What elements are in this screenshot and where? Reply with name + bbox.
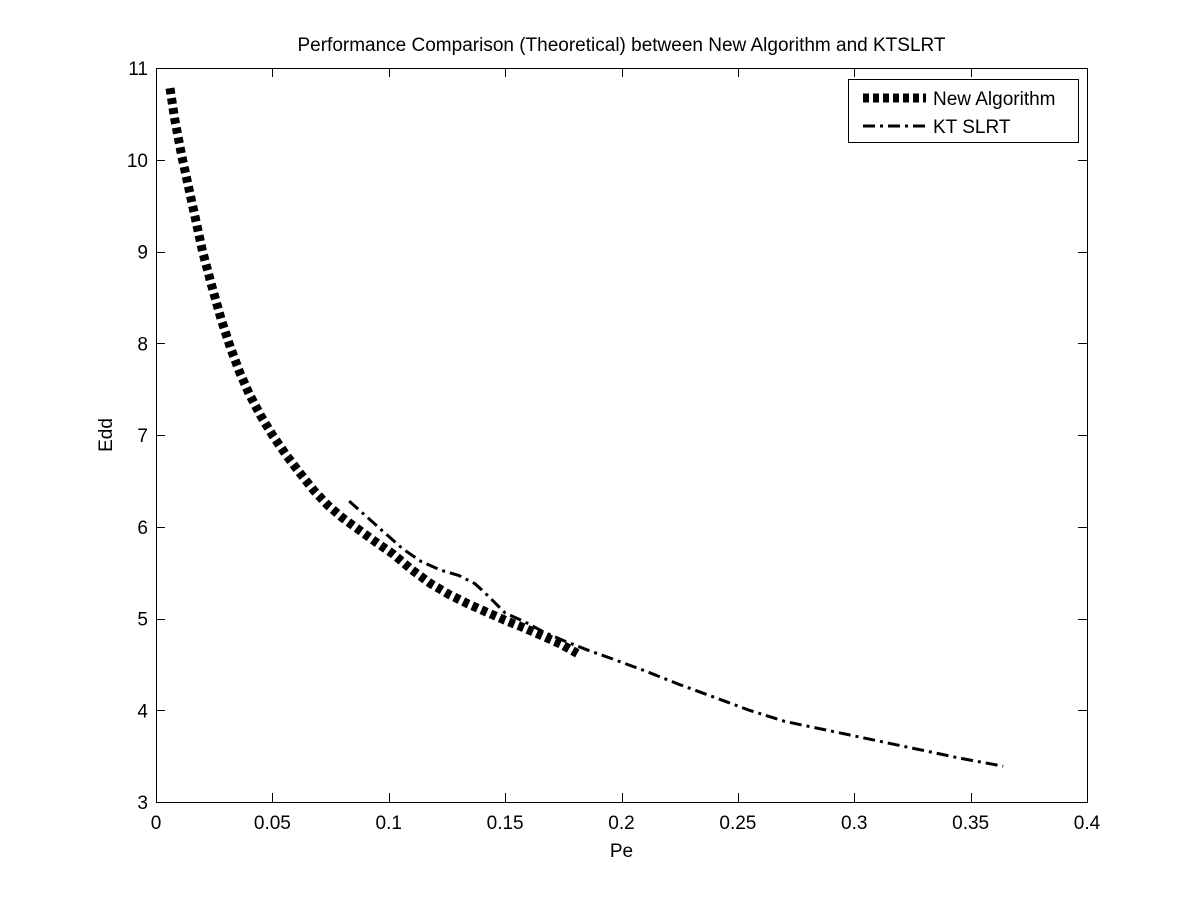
series-line-new-algorithm	[165, 87, 580, 658]
x-tick-label: 0.4	[1074, 813, 1101, 834]
tick-labels: 0 0.05 0.1 0.15 0.2 0.25 0.3 0.35 0.4 3 4 5 6 7 8 9 10 11	[127, 59, 1101, 834]
y-tick-label: 11	[128, 59, 148, 80]
legend-box	[848, 79, 1079, 143]
y-tick-label: 9	[137, 243, 148, 264]
y-tick-label: 7	[137, 426, 148, 447]
series-layer	[165, 87, 1004, 768]
x-axis-label: Pe	[610, 841, 633, 862]
x-tick-label: 0.35	[952, 813, 989, 834]
y-tick-label: 5	[137, 610, 148, 631]
y-tick-label: 6	[137, 518, 148, 539]
x-tick-label: 0.25	[719, 813, 756, 834]
ticks-layer	[156, 68, 1088, 803]
chart-title: Performance Comparison (Theoretical) bet…	[297, 35, 945, 56]
legend: New Algorithm KT SLRT	[848, 79, 1079, 143]
x-tick-label: 0	[151, 813, 162, 834]
y-tick-label: 3	[137, 793, 148, 814]
x-tick-label: 0.1	[376, 813, 402, 834]
x-tick-label: 0.3	[841, 813, 867, 834]
legend-entry-kt-slrt: KT SLRT	[933, 117, 1011, 138]
plot-area	[156, 68, 1087, 802]
y-tick-label: 8	[137, 334, 148, 355]
series-line-kt-slrt	[348, 499, 1004, 768]
legend-entry-new-algorithm: New Algorithm	[933, 89, 1056, 110]
x-tick-label: 0.15	[487, 813, 524, 834]
x-tick-label: 0.2	[608, 813, 634, 834]
y-axis-label: Edd	[96, 418, 117, 452]
y-tick-label: 4	[137, 701, 148, 722]
x-tick-label: 0.05	[254, 813, 291, 834]
y-tick-label: 10	[127, 151, 148, 172]
